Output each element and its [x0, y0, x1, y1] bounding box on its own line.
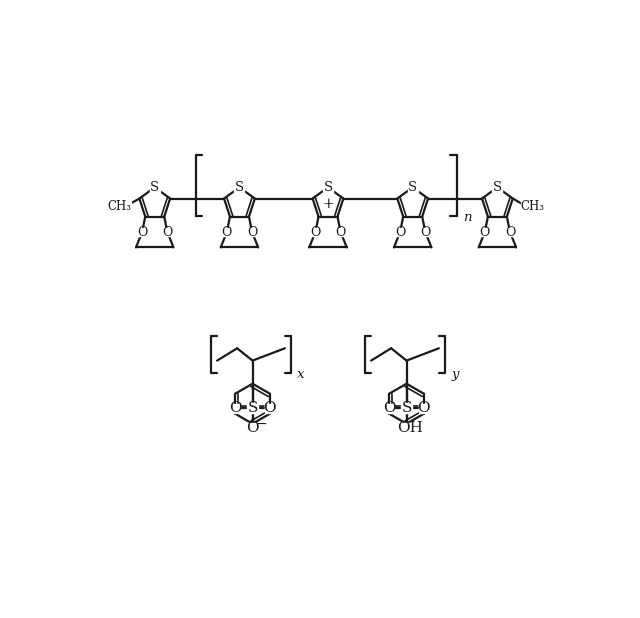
Text: O: O [335, 226, 346, 239]
Text: O: O [505, 226, 515, 239]
Text: S: S [408, 181, 417, 194]
Bar [311, 228, 320, 236]
Bar [401, 423, 418, 433]
Text: O: O [310, 226, 321, 239]
Text: S: S [323, 181, 333, 194]
Text: −: − [256, 417, 268, 431]
Text: S: S [247, 401, 258, 415]
Text: S: S [235, 181, 244, 194]
Text: x: x [297, 368, 305, 381]
Text: OH: OH [397, 421, 422, 434]
Text: CH₃: CH₃ [520, 200, 544, 213]
Text: +: + [322, 197, 334, 211]
Text: O: O [420, 226, 431, 239]
Text: O: O [137, 226, 147, 239]
Bar [248, 423, 257, 433]
Text: O: O [247, 226, 257, 239]
Bar [506, 228, 515, 236]
Bar [385, 404, 394, 413]
Bar [138, 228, 147, 236]
Bar [419, 404, 428, 413]
Text: O: O [162, 226, 173, 239]
Text: n: n [463, 211, 472, 224]
Bar [248, 228, 257, 236]
Bar [222, 228, 232, 236]
Text: S: S [493, 181, 502, 194]
Text: O: O [221, 226, 232, 239]
Bar [396, 228, 404, 236]
Text: S: S [401, 401, 412, 415]
Text: O: O [417, 401, 430, 415]
Bar [522, 201, 543, 211]
Text: O: O [246, 421, 259, 434]
Text: O: O [263, 401, 276, 415]
Bar [323, 183, 333, 192]
Bar [492, 183, 502, 192]
Bar [150, 183, 160, 192]
Bar [234, 183, 244, 192]
Bar [408, 183, 418, 192]
Bar [480, 228, 490, 236]
Bar [265, 404, 274, 413]
Text: O: O [229, 401, 242, 415]
Text: O: O [395, 226, 405, 239]
Bar [420, 228, 430, 236]
Bar [109, 201, 131, 211]
Bar [336, 228, 345, 236]
Text: CH₃: CH₃ [108, 200, 132, 213]
Bar [231, 404, 240, 413]
Text: S: S [150, 181, 159, 194]
Text: O: O [479, 226, 490, 239]
Bar [163, 228, 172, 236]
Bar [247, 404, 258, 413]
Bar [401, 404, 412, 413]
Text: y: y [451, 368, 459, 381]
Text: O: O [383, 401, 396, 415]
